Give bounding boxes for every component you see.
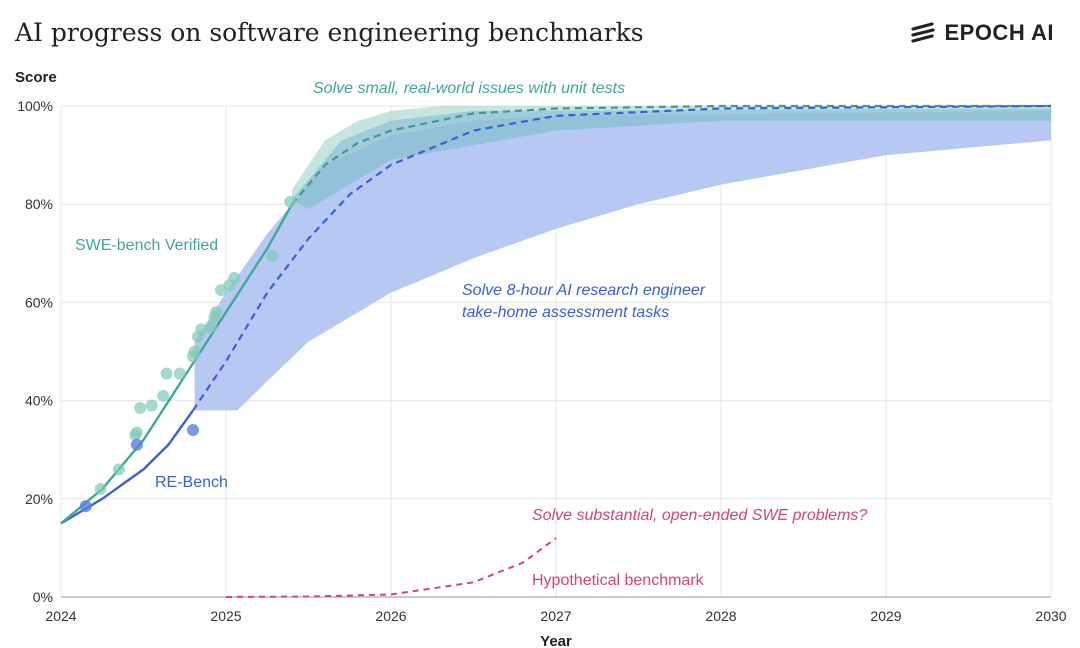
hypothetical-benchmark-label: Hypothetical benchmark [532,572,705,589]
swe-bench-data-point [94,482,107,495]
re-bench-label: RE-Bench [155,474,228,491]
x-tick-label: 2025 [210,608,241,624]
y-tick-label: 40% [25,393,53,409]
x-tick-label: 2027 [540,608,571,624]
re-bench-data-point [130,438,143,451]
logo-text: EPOCH AI [944,20,1054,45]
re-bench-data-point [79,500,92,513]
swe-bench-data-point [157,389,170,402]
y-axis-label: Score [15,69,57,86]
swe-bench-projection-line [291,104,1051,205]
y-tick-label: 0% [33,589,53,605]
epoch-ai-logo: EPOCH AI [910,20,1054,46]
epoch-logo-icon [911,22,936,43]
re-bench-projection-line [192,104,1052,412]
x-tick-label: 2029 [870,608,901,624]
chart-title: AI progress on software engineering benc… [15,18,644,47]
swe-bench-data-point [112,463,125,476]
swe-bench-data-point [188,345,201,358]
x-tick-label: 2028 [705,608,736,624]
swe-bench-data-point [145,399,158,412]
y-tick-label: 100% [17,98,53,114]
y-tick-label: 20% [25,491,53,507]
hypothetical-projection-line [225,537,557,598]
re-bench-uncertainty-band [194,110,1052,411]
re-bench-data-point [187,424,199,437]
x-tick-label: 2030 [1035,608,1066,624]
swe-bench-data-point [284,195,297,208]
y-tick-label: 80% [25,196,53,212]
annotation: take-home assessment tasks [462,304,669,321]
swe-bench-data-point [266,249,279,262]
band-overlap [292,108,1051,210]
swe-bench-label: SWE-bench Verified [75,237,218,254]
y-tick-label: 60% [25,294,53,310]
swe-bench-data-point [210,306,223,319]
annotation: Solve 8-hour AI research engineer [462,282,706,299]
swe-bench-data-point [160,367,173,380]
x-axis-label: Year [540,633,572,648]
annotation: Solve substantial, open-ended SWE proble… [532,507,867,524]
annotation: Solve small, real-world issues with unit… [313,80,625,97]
swe-bench-data-point [195,323,208,336]
x-tick-label: 2026 [375,608,406,624]
swe-bench-data-point [205,320,218,333]
x-tick-label: 2024 [45,608,76,624]
swe-bench-data-point [130,426,143,439]
swe-bench-data-point [134,401,147,414]
swe-bench-data-point [228,271,241,284]
swe-bench-data-point [173,367,186,380]
